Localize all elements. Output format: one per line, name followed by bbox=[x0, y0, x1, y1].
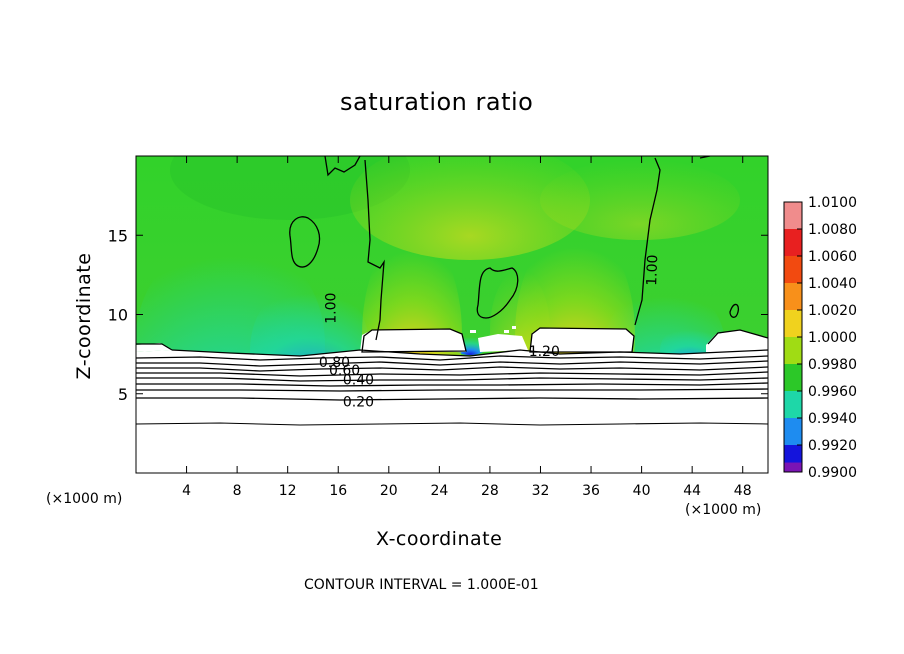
colorbar-segment bbox=[784, 337, 802, 365]
x-tick-label: 44 bbox=[683, 483, 701, 499]
colorbar-label: 0.9920 bbox=[808, 438, 857, 454]
heatmap-field bbox=[136, 156, 768, 473]
x-tick-label: 16 bbox=[329, 483, 347, 499]
x-tick-label: 48 bbox=[734, 483, 752, 499]
contour-interval-note: CONTOUR INTERVAL = 1.000E-01 bbox=[304, 577, 539, 593]
colorbar-label: 1.0080 bbox=[808, 222, 857, 238]
contour-label: 0.60 bbox=[329, 363, 360, 379]
x-unit-right: (×1000 m) bbox=[685, 502, 762, 518]
colorbar-label: 0.9980 bbox=[808, 357, 857, 373]
colorbar-segment bbox=[784, 310, 802, 338]
x-tick-label: 32 bbox=[532, 483, 550, 499]
x-tick-label: 40 bbox=[633, 483, 651, 499]
x-axis-ticks: 4 8 12 16 20 24 28 32 36 40 44 48 bbox=[182, 156, 752, 499]
colorbar-label: 0.9960 bbox=[808, 384, 857, 400]
contour-label-layer: 1.00 1.00 1.20 0.800.600.40 0.20 bbox=[319, 254, 661, 410]
y-tick-label: 10 bbox=[108, 306, 128, 325]
contour-label-group: 1.00 bbox=[324, 293, 340, 324]
contour-label: 0.80 bbox=[319, 355, 350, 371]
contour-label: 0.40 bbox=[343, 372, 374, 388]
y-tick-label: 15 bbox=[108, 226, 128, 245]
colorbar-label: 1.0040 bbox=[808, 276, 857, 292]
colorbar-label: 1.0060 bbox=[808, 249, 857, 265]
colorbar-label: 0.9940 bbox=[808, 411, 857, 427]
colorbar-label: 1.0000 bbox=[808, 330, 857, 346]
x-tick-label: 12 bbox=[279, 483, 297, 499]
contour-label: 1.00 bbox=[644, 254, 661, 286]
contour-label-group: 0.40 bbox=[343, 372, 374, 388]
x-tick-label: 36 bbox=[582, 483, 600, 499]
x-unit-left: (×1000 m) bbox=[46, 491, 123, 507]
x-tick-label: 4 bbox=[182, 483, 191, 499]
contour-lines bbox=[136, 156, 768, 426]
contour-label-group: 0.60 bbox=[329, 363, 360, 379]
colorbar-label: 0.9900 bbox=[808, 465, 857, 481]
colorbar-segment bbox=[784, 364, 802, 392]
y-axis-label: Z-coordinate bbox=[73, 252, 95, 380]
colorbar-label: 1.0100 bbox=[808, 195, 857, 211]
x-tick-label: 28 bbox=[481, 483, 499, 499]
colorbar-segment bbox=[784, 202, 802, 230]
x-tick-label: 24 bbox=[430, 483, 448, 499]
colorbar: 1.0100 1.0080 1.0060 1.0040 1.0020 1.0000 0.99… bbox=[783, 195, 857, 481]
colorbar-segment bbox=[784, 283, 802, 311]
contour-specks bbox=[470, 326, 516, 348]
colorbar-segment bbox=[784, 229, 802, 257]
contour-label-group: 0.20 bbox=[343, 395, 374, 411]
colorbar-label: 1.0020 bbox=[808, 303, 857, 319]
x-tick-label: 8 bbox=[233, 483, 242, 499]
colorbar-segment bbox=[784, 462, 802, 472]
y-axis-ticks: 5 10 15 bbox=[108, 226, 768, 404]
contour-label: 1.00 bbox=[324, 293, 340, 324]
contour-label: 0.20 bbox=[343, 395, 374, 411]
contour-label-group: 1.00 bbox=[644, 254, 661, 286]
chart-title: saturation ratio bbox=[340, 88, 534, 116]
contour-label: 1.20 bbox=[529, 344, 560, 360]
contour-label-group: 1.20 bbox=[529, 344, 560, 360]
colorbar-segment bbox=[784, 418, 802, 446]
colorbar-segment bbox=[784, 256, 802, 284]
y-tick-label: 5 bbox=[118, 385, 128, 404]
colorbar-segment bbox=[784, 391, 802, 419]
x-tick-label: 20 bbox=[380, 483, 398, 499]
contour-label-group: 0.80 bbox=[319, 355, 350, 371]
x-axis-label: X-coordinate bbox=[376, 528, 503, 550]
